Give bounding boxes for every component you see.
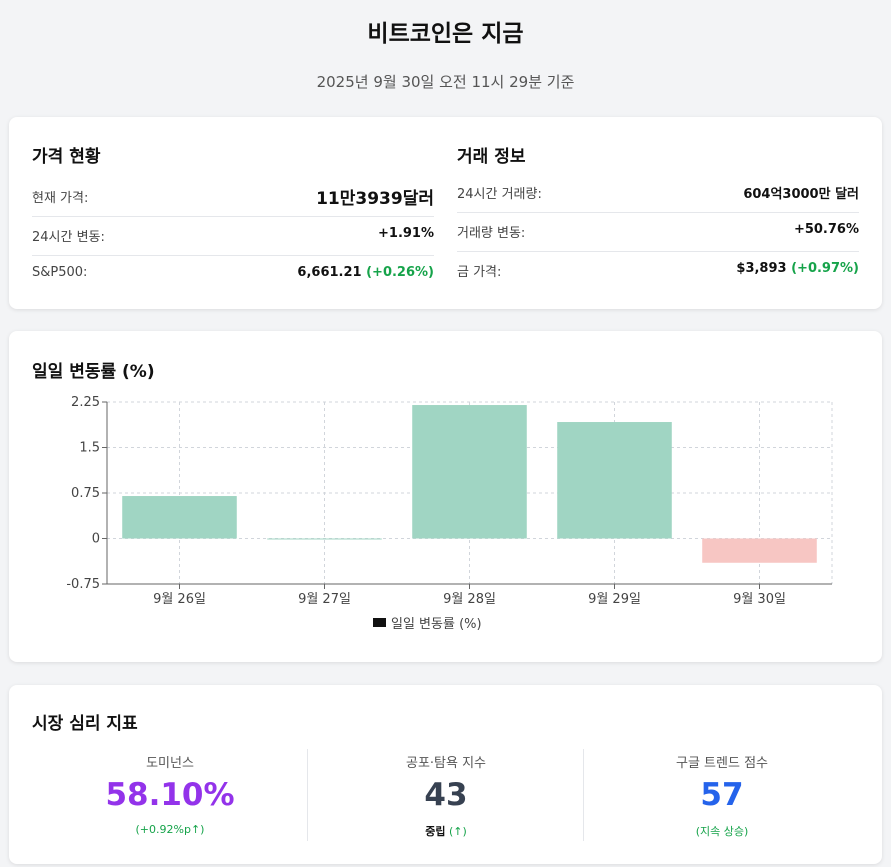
chart-card: 일일 변동률 (%) 2.25 1.5 0.75 0 -0.75 9월 26일 9월 27일… [9,331,882,662]
page-title: 비트코인은 지금 [367,21,524,47]
gold-row: 금 가격: $3,893 (+0.97%) [457,252,859,290]
sp500-change: (+0.26%) [366,265,434,280]
change-24h-value: +1.91% [378,226,434,241]
fear-greed-status: 중립 [425,825,446,838]
x-tick-label: 9월 26일 [153,592,206,607]
volume-label: 24시간 거래량: [457,187,542,202]
sp500-value-group: 6,661.21 (+0.26%) [297,265,434,280]
dominance-value: 58.10% [105,777,235,813]
sentiment-title: 시장 심리 지표 [32,714,138,734]
volume-row: 24시간 거래량: 604억3000만 달러 [457,174,859,213]
dominance-change: (+0.92%p↑) [135,823,205,836]
y-tick-label: -0.75 [66,577,100,592]
info-card: 가격 현황 현재 가격: 11만3939달러 24시간 변동: +1.91% S… [9,117,882,309]
trade-section-title: 거래 정보 [457,147,526,167]
google-trend-value: 57 [700,777,744,813]
sentiment-card: 시장 심리 지표 도미넌스 58.10% (+0.92%p↑) 공포·탐욕 지수… [9,685,882,864]
volume-value: 604억3000만 달러 [743,187,859,202]
google-trend-change: (지속 상승) [695,825,749,838]
gold-change: (+0.97%) [791,261,859,276]
volume-change-value: +50.76% [793,222,859,237]
price-section-title: 가격 현황 [32,147,101,167]
y-tick-label: 1.5 [79,441,100,456]
chart-title: 일일 변동률 (%) [32,362,155,382]
page-subtitle: 2025년 9월 30일 오전 11시 29분 기준 [316,73,575,91]
daily-change-chart: 2.25 1.5 0.75 0 -0.75 9월 26일 9월 27일 9월 28일 9월 29… [66,395,833,632]
fear-greed-status-group: 중립 (↑) [308,823,584,839]
legend-label: 일일 변동률 (%) [391,617,482,632]
x-tick-label: 9월 27일 [298,592,351,607]
change-24h-label: 24시간 변동: [32,230,105,245]
x-tick-label: 9월 28일 [443,592,496,607]
fear-greed-value: 43 [424,777,468,813]
dominance-label: 도미넌스 [146,756,194,771]
fear-greed-arrow: (↑) [448,825,467,838]
gold-label: 금 가격: [457,265,502,280]
legend-swatch [373,618,386,627]
dominance-indicator: 도미넌스 58.10% (+0.92%p↑) [32,749,308,841]
sp500-label: S&P500: [32,265,88,280]
current-price-value: 11만3939달러 [316,189,434,209]
x-tick-label: 9월 29일 [588,592,641,607]
volume-change-label: 거래량 변동: [457,226,526,241]
change-24h-row: 24시간 변동: +1.91% [32,217,434,256]
sp500-row: S&P500: 6,661.21 (+0.26%) [32,256,434,294]
bar [702,538,817,563]
y-tick-label: 0.75 [71,486,100,501]
fear-greed-label: 공포·탐욕 지수 [405,756,487,771]
bar [267,538,382,540]
bar [557,422,672,539]
bar [122,496,237,539]
current-price-row: 현재 가격: 11만3939달러 [32,178,434,217]
gold-value-group: $3,893 (+0.97%) [736,261,859,276]
fear-greed-indicator: 공포·탐욕 지수 43 중립 (↑) [307,749,584,841]
x-tick-label: 9월 30일 [733,592,786,607]
y-tick-label: 0 [92,532,100,547]
y-tick-label: 2.25 [71,395,100,410]
google-trend-indicator: 구글 트렌드 점수 57 (지속 상승) [583,749,860,841]
gold-value: $3,893 [736,261,787,276]
google-trend-label: 구글 트렌드 점수 [676,756,768,771]
volume-change-row: 거래량 변동: +50.76% [457,213,859,252]
bar [412,405,527,539]
current-price-label: 현재 가격: [32,191,89,206]
sp500-value: 6,661.21 [297,265,362,280]
